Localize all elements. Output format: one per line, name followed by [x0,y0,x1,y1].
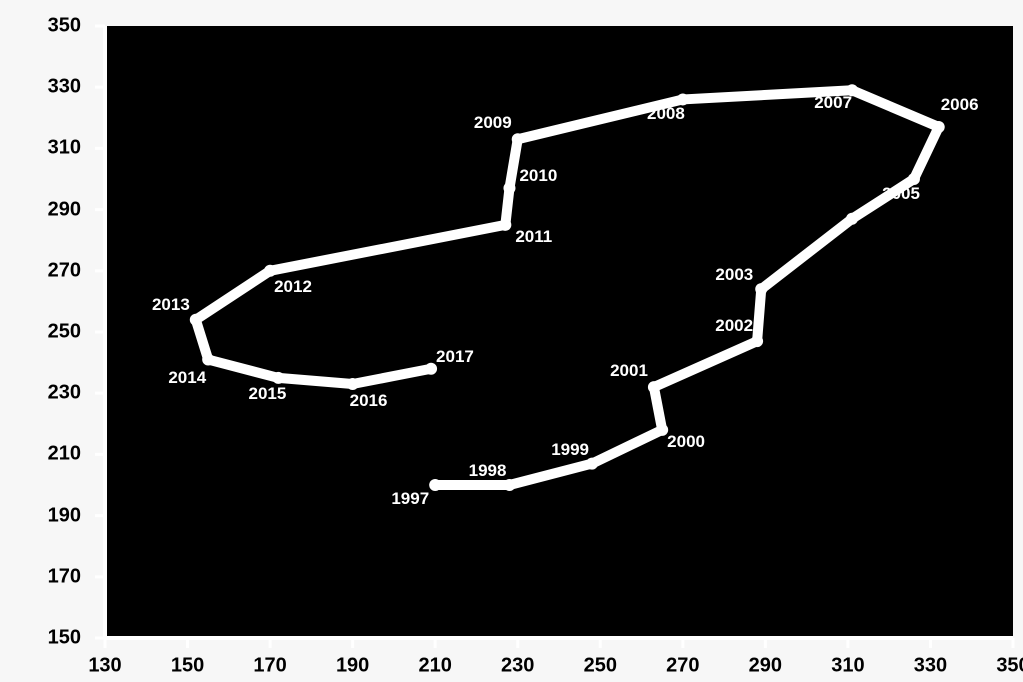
x-tick-label: 270 [666,655,699,678]
data-point-label: 2013 [152,295,190,315]
data-point-label: 2015 [249,384,287,404]
data-point-label: 2003 [715,265,753,285]
y-tick-label: 210 [48,443,81,466]
y-tick-label: 230 [48,382,81,405]
y-tick-label: 310 [48,137,81,160]
data-point-label: 2012 [274,277,312,297]
x-tick-label: 350 [996,655,1023,678]
x-tick-label: 170 [253,655,286,678]
x-tick-label: 250 [584,655,617,678]
data-point-label: 2016 [350,391,388,411]
data-point-label: 1999 [551,440,589,460]
data-point-label: 1998 [469,461,507,481]
data-point-label: 2000 [667,432,705,452]
y-tick-label: 290 [48,198,81,221]
y-tick-label: 270 [48,259,81,282]
data-point-label: 1997 [391,489,429,509]
y-tick-label: 250 [48,321,81,344]
chart-svg [0,0,1023,682]
y-tick-label: 350 [48,15,81,38]
x-tick-label: 150 [171,655,204,678]
data-point-label: 2009 [474,113,512,133]
y-tick-label: 330 [48,76,81,99]
data-point-label: 2002 [715,316,753,336]
data-point-label: 2011 [515,227,552,247]
data-point-label: 2001 [610,361,648,381]
x-tick-label: 330 [914,655,947,678]
chart-container: 130 150 170 190 210 230 250 270 290 310 330 350 150 1… [0,0,1023,682]
data-point-label: 2005 [882,184,920,204]
x-tick-label: 290 [749,655,782,678]
data-point-label: 2008 [647,104,685,124]
data-point-label: 2014 [168,368,206,388]
y-tick-label: 150 [48,627,81,650]
data-point-label: 2017 [436,347,474,367]
x-tick-label: 190 [336,655,369,678]
data-point-label: 2010 [519,166,557,186]
x-tick-label: 130 [88,655,121,678]
x-tick-label: 310 [831,655,864,678]
data-point-label: 2006 [941,95,979,115]
x-tick-label: 210 [418,655,451,678]
data-point-label: 2007 [814,93,852,113]
y-tick-label: 170 [48,565,81,588]
y-tick-label: 190 [48,504,81,527]
x-tick-label: 230 [501,655,534,678]
